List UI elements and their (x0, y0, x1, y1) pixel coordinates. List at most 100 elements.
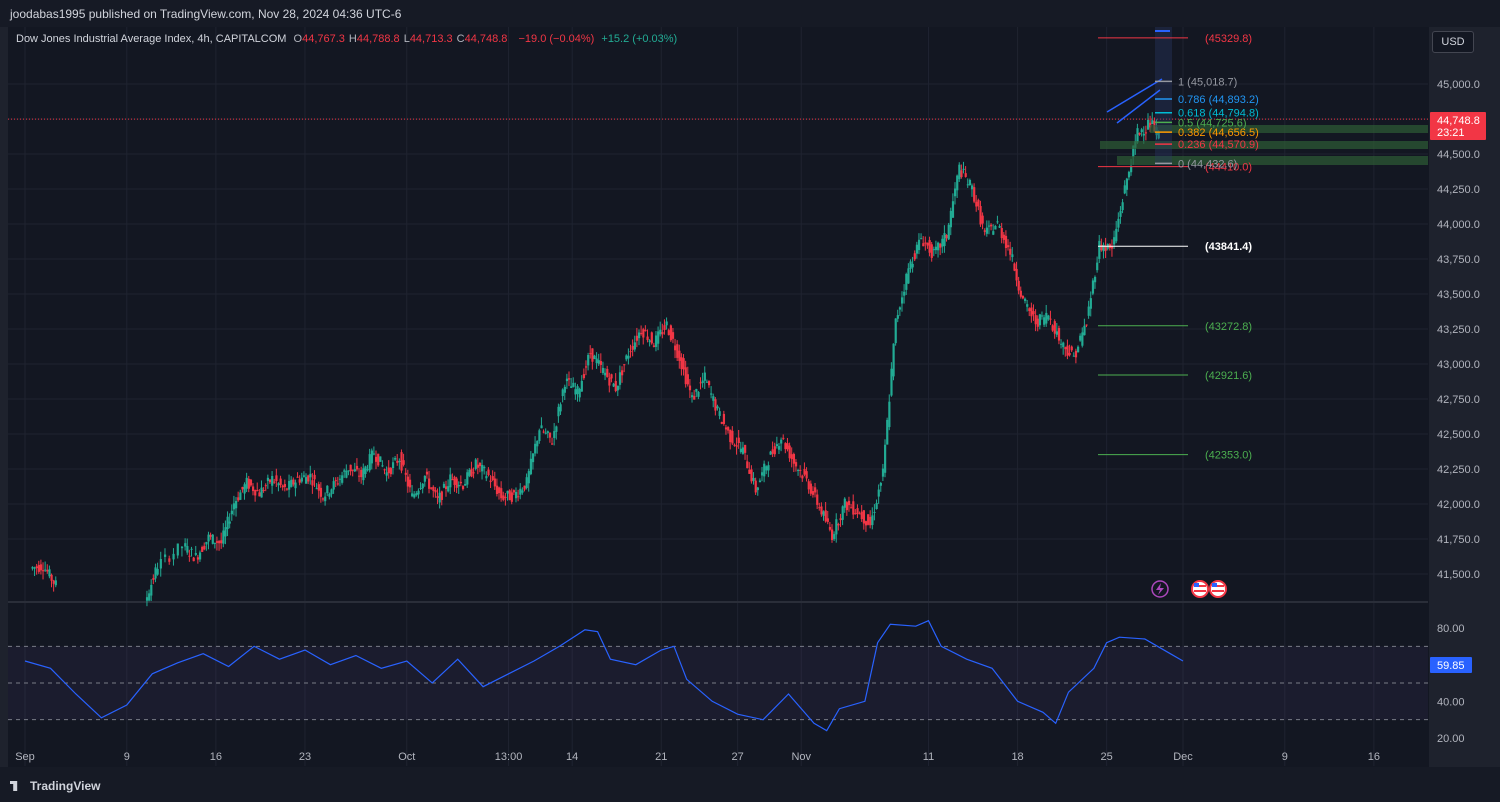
candle-body (355, 465, 359, 470)
time-axis: Sep 9 16 23 Oct 13:00 14 21 27 Nov 11 18 25 Dec 9 16 (15, 751, 1380, 763)
candle-body (1157, 131, 1160, 139)
time-tick: 21 (655, 751, 667, 763)
candle-body (222, 530, 225, 544)
candle-body (523, 485, 526, 490)
candle-body (1055, 331, 1059, 335)
candle-body (1093, 276, 1097, 283)
level-label: (43841.4) (1205, 241, 1252, 253)
candle-body (900, 297, 904, 304)
price-tick: 44,250.0 (1437, 184, 1480, 196)
candle-body (746, 461, 749, 469)
candle-body (277, 483, 280, 486)
candle-body (616, 385, 619, 391)
candle-body (640, 332, 643, 334)
candle-body (845, 502, 849, 511)
candle-body (608, 377, 611, 386)
candle-body (947, 224, 950, 240)
candle-body (898, 307, 902, 310)
candle-body (358, 475, 361, 477)
candle-body (771, 449, 774, 454)
candle-body (714, 399, 717, 411)
time-tick: 9 (1282, 751, 1288, 763)
candle-body (52, 580, 55, 584)
candle-body (635, 335, 639, 341)
candle-body (926, 242, 929, 246)
candle-body (540, 425, 543, 429)
price-tick: 41,750.0 (1437, 534, 1480, 546)
candle-body (924, 242, 927, 244)
candle-body (268, 479, 272, 483)
candle-body (754, 480, 757, 493)
candle-body (379, 456, 382, 462)
candle-body (1098, 240, 1101, 259)
candle-body (300, 477, 303, 482)
candle-body (1119, 210, 1122, 217)
demand-zone (1150, 125, 1428, 133)
symbol-legend[interactable]: Dow Jones Industrial Average Index, 4h, … (16, 33, 681, 45)
candle-body (50, 574, 53, 581)
candle-body (922, 243, 925, 247)
candle-body (400, 452, 403, 471)
candle-body (213, 542, 217, 544)
candle-body (474, 459, 477, 469)
rsi-tick: 80.00 (1437, 623, 1465, 635)
candle-body (249, 479, 253, 486)
candle-body (884, 444, 887, 473)
candle-body (1000, 227, 1003, 239)
candle-body (239, 492, 242, 500)
candle-body (534, 443, 537, 454)
candle-body (739, 448, 742, 453)
us-flag-canton (1212, 583, 1217, 587)
candle-body (343, 470, 346, 472)
candle-body (417, 490, 420, 495)
candle-body (396, 460, 399, 463)
candle-body (920, 238, 923, 240)
candle-body (873, 511, 876, 513)
candle-body (536, 440, 539, 447)
candle-body (964, 173, 967, 177)
candle-body (934, 246, 938, 251)
candle-body (833, 534, 836, 540)
candle-body (1053, 321, 1056, 334)
ohlc-value-L: 44,713.3 (409, 33, 453, 45)
candle-body (582, 374, 586, 379)
pane-divider (8, 601, 1428, 603)
candle-body (703, 372, 706, 381)
candle-body (744, 444, 747, 453)
candle-body (699, 382, 702, 384)
price-tick: 43,000.0 (1437, 359, 1480, 371)
candle-body (983, 230, 986, 232)
currency-button[interactable]: USD (1432, 31, 1474, 53)
candle-body (152, 578, 155, 580)
candle-body (691, 395, 694, 398)
chart-frame[interactable] (8, 27, 1429, 767)
tradingview-logo[interactable]: TradingView (10, 779, 100, 793)
candle-body (292, 479, 295, 485)
symbol-name[interactable]: Dow Jones Industrial Average Index, 4h, … (16, 33, 287, 45)
candle-body (483, 466, 486, 469)
candle-body (727, 427, 730, 431)
candle-body (688, 385, 692, 391)
fib-range-box (1155, 27, 1172, 165)
us-flag-stripe (1194, 590, 1206, 592)
candle-body (697, 392, 700, 397)
candle-body (1011, 254, 1014, 258)
candle-body (1032, 311, 1035, 315)
candle-body (606, 368, 609, 378)
candle-body (1047, 315, 1050, 320)
candle-body (209, 534, 212, 537)
candle-body (646, 336, 649, 341)
candle-body (720, 422, 723, 424)
change-secondary: +15.2 (+0.03%) (601, 33, 678, 45)
time-tick: 18 (1011, 751, 1023, 763)
candle-body (949, 210, 952, 228)
time-tick: Oct (398, 751, 415, 763)
rsi-current-badge (1430, 657, 1472, 673)
candle-body (907, 268, 910, 284)
candle-body (1136, 128, 1139, 143)
candle-body (330, 489, 333, 495)
candle-body (391, 462, 395, 469)
candle-body (39, 564, 43, 571)
candle-body (1089, 298, 1092, 309)
